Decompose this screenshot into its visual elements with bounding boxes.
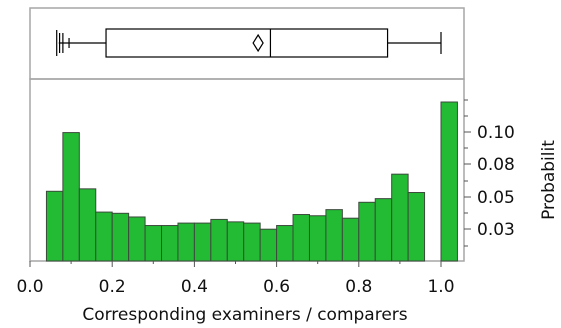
histogram-bar — [78, 188, 97, 262]
histogram-bar — [144, 225, 163, 262]
histogram-bar — [243, 222, 261, 262]
histogram-bar — [440, 101, 458, 262]
y-tick-label: 0.03 — [477, 220, 515, 240]
histogram-bar — [210, 218, 228, 262]
y-tick-label: 0.05 — [477, 188, 515, 208]
histogram-bar — [62, 132, 80, 262]
boxplot-box — [105, 28, 389, 58]
histogram-bar — [292, 214, 310, 262]
y-tick-label: 0.10 — [477, 123, 515, 143]
histogram-bar — [374, 198, 393, 262]
histogram-bar — [407, 192, 426, 262]
x-axis-label: Corresponding examiners / comparers — [82, 305, 407, 325]
histogram-bar — [276, 225, 294, 262]
histogram-bar — [177, 222, 195, 262]
histogram-bar — [111, 212, 130, 262]
x-tick-label: 0.6 — [263, 277, 290, 297]
histogram-bar — [226, 221, 245, 262]
histogram-bar — [341, 217, 360, 262]
histogram-bar — [161, 225, 179, 262]
histogram-panel: 0.0 0.2 0.4 0.6 0.8 1.0 0.03 0.05 0.08 0.10 — [16, 78, 515, 297]
histogram-bar — [95, 211, 113, 262]
x-tick-label: 0.0 — [16, 277, 43, 297]
histogram-bars — [45, 101, 458, 262]
x-tick-label: 0.4 — [181, 277, 208, 297]
histogram-bar — [193, 222, 212, 262]
y-tick-label: 0.08 — [477, 155, 515, 175]
x-tick-label: 1.0 — [427, 277, 454, 297]
histogram-bar — [45, 190, 64, 262]
y-axis: 0.03 0.05 0.08 0.10 — [464, 99, 515, 247]
x-tick-label: 0.2 — [99, 277, 126, 297]
y-axis-label: Probabilit — [539, 140, 559, 220]
histogram-bar — [128, 216, 146, 262]
histogram-bar — [259, 228, 278, 262]
boxplot-mean-diamond — [252, 33, 264, 53]
histogram-bar — [391, 173, 409, 262]
histogram-bar — [358, 201, 376, 262]
x-axis: 0.0 0.2 0.4 0.6 0.8 1.0 — [16, 261, 455, 297]
histogram-bar — [325, 209, 343, 262]
histogram-bar — [308, 215, 327, 262]
x-tick-label: 0.8 — [345, 277, 372, 297]
boxplot-panel — [29, 7, 465, 80]
boxplot — [56, 28, 442, 58]
